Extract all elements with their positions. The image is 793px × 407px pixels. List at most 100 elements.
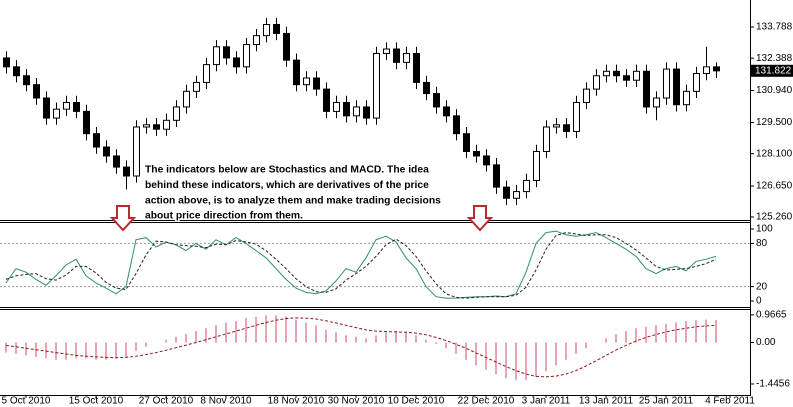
macd-bar [215,325,217,343]
macd-bar [645,326,647,343]
candle-body [313,77,320,90]
candle-body [653,97,660,108]
candle-body [303,77,310,86]
candle-body [443,106,450,117]
candle-body [543,126,550,152]
candle-body [513,191,520,199]
candle-body [263,24,270,37]
candle-body [93,133,100,148]
candle-body [213,46,220,66]
macd-bar [465,342,467,360]
annotation: The indicators below are Stochastics and… [145,165,429,176]
stochastic-line [5,232,717,299]
macd-bar [575,342,577,355]
candle-body [243,44,250,68]
macd-bar [325,329,327,343]
macd-bar [715,320,717,343]
x-tick-label: 18 Nov 2010 [268,396,325,407]
candle-body [153,124,160,130]
stochastic-line [5,230,717,299]
candle-body [583,88,590,103]
candle-body [283,32,290,61]
macd-bar [405,332,407,343]
macd-bar [615,333,617,343]
macd-bar [245,318,247,343]
candle-body [593,75,600,90]
macd-bar [435,342,437,344]
macd-bar [225,322,227,343]
candle-body [463,133,470,152]
candle-body [323,88,330,112]
candle-body [53,108,60,119]
candle-body [333,101,340,112]
macd-bar [625,331,627,343]
macd-bar [55,342,57,360]
candle-body [483,155,490,166]
x-tick-label: 22 Dec 2010 [458,396,515,407]
candle-body [713,66,720,72]
candle-body [623,75,630,81]
y-tick-label: 0 [756,296,762,307]
candle-body [453,115,460,135]
arrow [109,205,137,232]
annotation: action above, is to analyze them and mak… [145,195,441,206]
x-tick-label: 27 Oct 2010 [139,396,194,407]
candle-body [373,52,380,119]
annotation: about price direction from them. [145,211,303,222]
y-tick-label: 128.100 [756,148,793,159]
macd-bar [165,339,167,343]
current-price-box [751,64,793,77]
macd-bar [265,315,267,343]
x-tick-label: 5 Oct 2010 [2,396,51,407]
macd-bar [585,342,587,349]
macd-bar [5,342,7,353]
candle-body [133,126,140,177]
macd-bar [365,338,367,343]
candle-body [233,57,240,68]
macd-bar [505,342,507,379]
macd-bar [515,342,517,380]
candle-body [353,106,360,117]
macd-bar [605,338,607,343]
macd-bar [185,333,187,343]
candle-body [63,101,70,110]
x-tick-label: 13 Jan 2011 [579,396,634,407]
macd-bar [205,328,207,343]
candle-body [703,66,710,75]
candle-body [673,68,680,106]
macd-bar [495,342,497,375]
candle-body [143,124,150,128]
candle-body [193,81,200,92]
candle-body [3,57,10,68]
candle-body [113,155,120,168]
macd-bar [315,325,317,343]
macd-bar [335,332,337,343]
candle-body [413,52,420,83]
x-tick-label: 10 Dec 2010 [388,396,445,407]
candle-body [663,68,670,99]
y-tick-label: 129.500 [756,117,793,128]
macd-bar [15,342,17,355]
y-tick-label: 0.9665 [756,309,787,320]
candle-body [123,166,130,177]
macd-bar [385,332,387,343]
candle-body [13,66,20,77]
candle-body [423,81,430,95]
macd-bar [685,321,687,343]
y-tick-label: 126.650 [756,181,793,192]
candle-body [643,70,650,108]
candle-body [693,73,700,92]
plot-area [0,17,750,380]
candle-body [533,150,540,181]
candle-body [23,75,30,86]
macd-bar [455,342,457,355]
macd-bar [425,339,427,343]
candle-body [43,97,50,119]
macd-bar [275,315,277,343]
candle-body [633,70,640,81]
y-tick-label: 130.940 [756,85,793,96]
candle-body [163,119,170,130]
candle-body [383,48,390,54]
macd-bar [295,319,297,343]
macd-bar [235,321,237,343]
